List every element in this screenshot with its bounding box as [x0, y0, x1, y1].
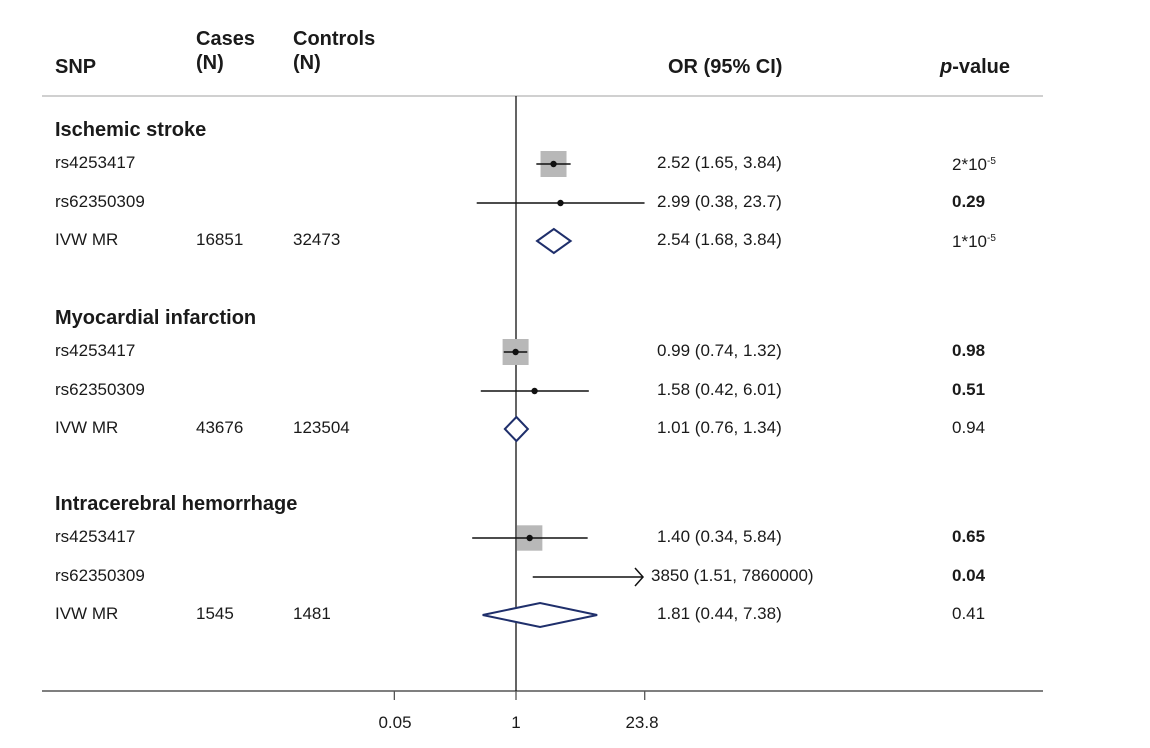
row-pvalue: 0.29	[952, 192, 985, 212]
row-controls: 32473	[293, 230, 341, 249]
row-pvalue-base: 0.65	[952, 527, 986, 546]
row-pvalue: 0.65	[952, 527, 985, 547]
x-tick-label: 23.8	[625, 713, 659, 732]
x-tick-label: 0.05	[378, 713, 412, 732]
point-estimate	[512, 348, 519, 356]
row-cases: 1545	[196, 604, 234, 623]
row-or-ci: 1.40 (0.34, 5.84)	[657, 527, 782, 546]
x-tick-label: 1	[511, 713, 521, 732]
pooled-estimate-diamond	[482, 601, 598, 629]
row-snp: rs4253417	[55, 153, 136, 172]
pooled-estimate-diamond	[503, 415, 530, 443]
row-or-ci: 1.01 (0.76, 1.34)	[657, 418, 782, 437]
col-header-cases-label: Cases	[196, 28, 255, 50]
row-or-ci: 2.54 (1.68, 3.84)	[657, 230, 782, 249]
row-or-ci: 2.52 (1.65, 3.84)	[657, 153, 782, 172]
row-snp: rs62350309	[55, 566, 145, 585]
point-estimate	[557, 199, 564, 207]
row-pvalue-base: 0.98	[952, 341, 986, 360]
row-pvalue-base: 1*10	[952, 232, 987, 251]
row-pvalue-base: 0.04	[952, 566, 986, 585]
point-estimate	[526, 534, 533, 542]
row-pvalue-exponent: -5	[986, 156, 996, 167]
row-pvalue: 0.41	[952, 604, 985, 624]
row-pvalue-base: 0.29	[952, 192, 986, 211]
row-snp: IVW MR	[55, 230, 119, 249]
row-snp: IVW MR	[55, 418, 119, 437]
row-cases: 16851	[196, 230, 244, 249]
row-or-ci: 1.81 (0.44, 7.38)	[657, 604, 782, 623]
row-cases: 43676	[196, 418, 244, 437]
row-pvalue-exponent: -5	[986, 233, 996, 244]
group-title: Ischemic stroke	[55, 119, 207, 141]
row-pvalue: 0.51	[952, 380, 985, 400]
row-snp: rs4253417	[55, 341, 136, 360]
row-snp: IVW MR	[55, 604, 119, 623]
row-or-ci: 3850 (1.51, 7860000)	[651, 566, 814, 585]
col-header-cases: Cases (N)	[196, 27, 255, 75]
col-header-pvalue-p: p	[940, 56, 953, 78]
row-pvalue: 1*10-5	[952, 232, 996, 252]
row-pvalue-base: 0.51	[952, 380, 986, 399]
point-estimate	[550, 160, 557, 168]
row-pvalue: 2*10-5	[952, 155, 996, 175]
row-controls: 1481	[293, 604, 331, 623]
group-title: Myocardial infarction	[55, 307, 257, 329]
col-header-controls-unit: (N)	[293, 52, 321, 74]
pooled-estimate-diamond	[535, 227, 573, 255]
group-title: Intracerebral hemorrhage	[55, 493, 298, 515]
row-pvalue-base: 0.94	[952, 418, 986, 437]
col-header-controls-label: Controls	[293, 28, 376, 50]
row-snp: rs62350309	[55, 380, 145, 399]
row-controls: 123504	[293, 418, 350, 437]
row-pvalue-base: 2*10	[952, 155, 987, 174]
row-pvalue-base: 0.41	[952, 604, 986, 623]
row-snp: rs62350309	[55, 192, 145, 211]
row-or-ci: 2.99 (0.38, 23.7)	[657, 192, 782, 211]
row-or-ci: 0.99 (0.74, 1.32)	[657, 341, 782, 360]
col-header-controls: Controls (N)	[293, 27, 375, 75]
col-header-pvalue: p-value	[940, 55, 1010, 79]
row-snp: rs4253417	[55, 527, 136, 546]
row-pvalue: 0.94	[952, 418, 985, 438]
col-header-or: OR (95% CI)	[668, 56, 783, 78]
point-estimate	[531, 387, 538, 395]
row-pvalue: 0.98	[952, 341, 985, 361]
col-header-pvalue-rest: -value	[952, 56, 1011, 78]
col-header-cases-unit: (N)	[196, 52, 224, 74]
col-header-snp: SNP	[55, 56, 97, 78]
ci-arrow	[634, 567, 645, 587]
row-or-ci: 1.58 (0.42, 6.01)	[657, 380, 782, 399]
row-pvalue: 0.04	[952, 566, 985, 586]
